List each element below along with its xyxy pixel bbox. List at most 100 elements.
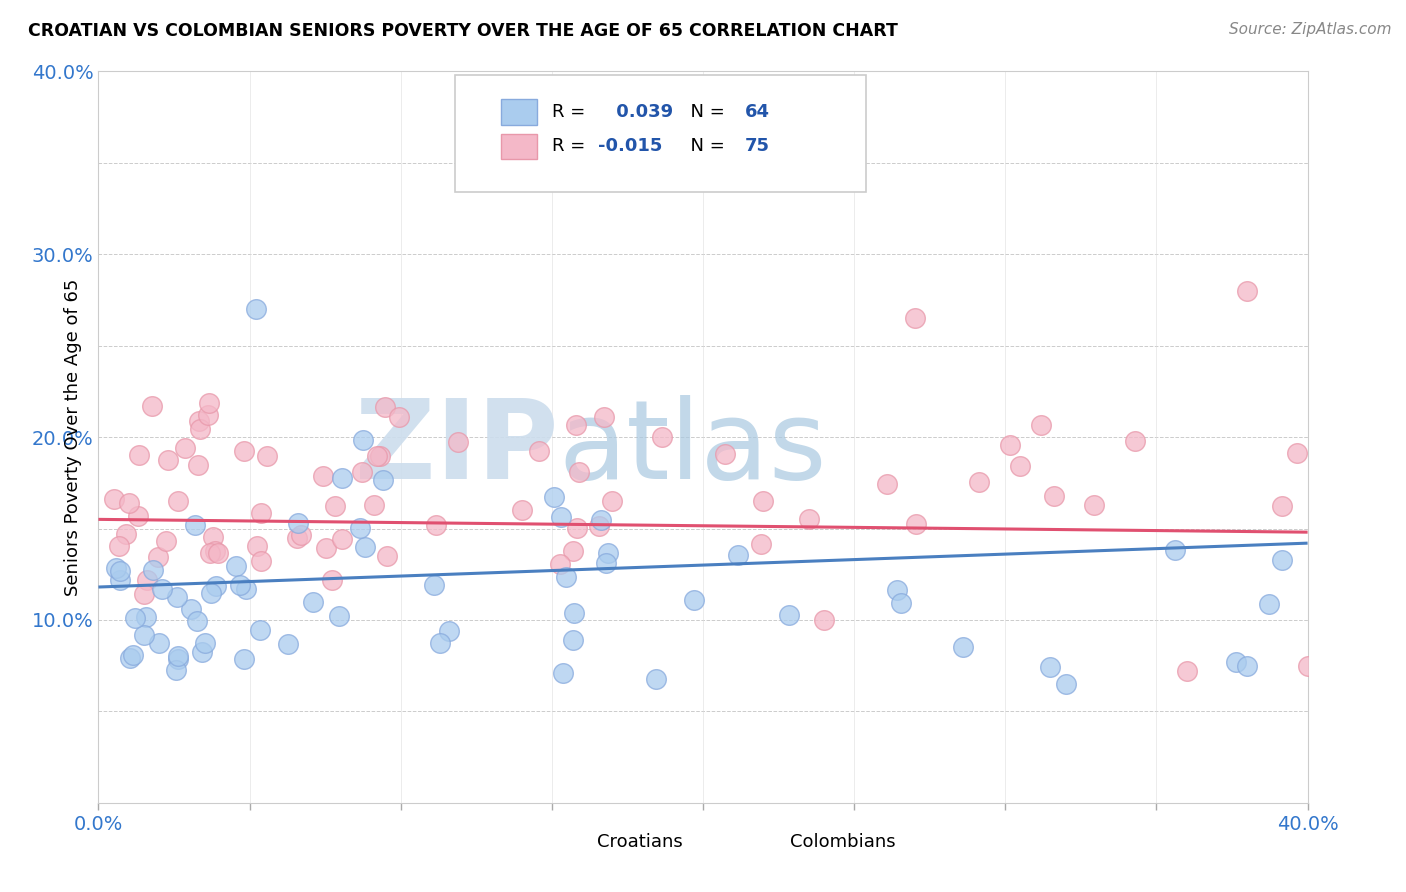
Point bbox=[363, 498, 385, 512]
Point bbox=[142, 564, 165, 578]
Point bbox=[1271, 553, 1294, 567]
Point bbox=[104, 561, 127, 575]
Text: N =: N = bbox=[679, 103, 730, 121]
Point bbox=[233, 651, 256, 665]
Point bbox=[229, 578, 252, 592]
Point bbox=[644, 672, 666, 686]
Text: CROATIAN VS COLOMBIAN SENIORS POVERTY OVER THE AGE OF 65 CORRELATION CHART: CROATIAN VS COLOMBIAN SENIORS POVERTY OV… bbox=[28, 22, 898, 40]
Point bbox=[103, 491, 125, 506]
Text: 0.039: 0.039 bbox=[610, 103, 672, 121]
Point bbox=[323, 499, 346, 513]
Point bbox=[118, 496, 141, 510]
Point bbox=[602, 494, 624, 508]
Point bbox=[290, 527, 312, 541]
Point bbox=[437, 624, 460, 638]
Point bbox=[207, 546, 229, 560]
Point bbox=[148, 636, 170, 650]
Point bbox=[550, 509, 572, 524]
Point bbox=[108, 539, 131, 553]
FancyBboxPatch shape bbox=[501, 99, 537, 125]
FancyBboxPatch shape bbox=[501, 134, 537, 159]
Y-axis label: Seniors Poverty Over the Age of 65: Seniors Poverty Over the Age of 65 bbox=[63, 278, 82, 596]
Point bbox=[245, 301, 267, 317]
Point bbox=[349, 520, 371, 534]
Point bbox=[714, 447, 737, 461]
Point bbox=[598, 546, 620, 560]
Point bbox=[876, 476, 898, 491]
Point bbox=[555, 570, 578, 584]
Point bbox=[1225, 656, 1247, 670]
Point bbox=[235, 582, 257, 597]
Text: -0.015: -0.015 bbox=[598, 137, 662, 155]
Point bbox=[150, 582, 173, 596]
Point bbox=[330, 470, 353, 484]
Point bbox=[167, 652, 190, 666]
Point bbox=[115, 526, 138, 541]
Point bbox=[429, 635, 451, 649]
Point bbox=[204, 544, 226, 558]
Point bbox=[232, 443, 254, 458]
Point bbox=[595, 556, 617, 570]
Point bbox=[141, 399, 163, 413]
Point bbox=[287, 531, 309, 545]
FancyBboxPatch shape bbox=[751, 828, 785, 855]
Point bbox=[592, 410, 614, 425]
Point bbox=[321, 573, 343, 587]
Point bbox=[200, 586, 222, 600]
Point bbox=[135, 610, 157, 624]
Point bbox=[197, 409, 219, 423]
Text: R =: R = bbox=[551, 103, 591, 121]
Point bbox=[256, 449, 278, 463]
Point bbox=[188, 421, 211, 435]
Point bbox=[447, 435, 470, 450]
Point bbox=[173, 442, 195, 456]
Point bbox=[1043, 490, 1066, 504]
Point bbox=[110, 564, 132, 578]
Point bbox=[194, 635, 217, 649]
Point bbox=[330, 532, 353, 546]
Point bbox=[121, 648, 143, 662]
Point bbox=[366, 449, 388, 463]
Point bbox=[1296, 658, 1319, 673]
Text: N =: N = bbox=[679, 137, 730, 155]
Point bbox=[312, 468, 335, 483]
Point bbox=[1163, 542, 1185, 557]
Point bbox=[676, 120, 699, 134]
Point bbox=[778, 607, 800, 622]
Point bbox=[155, 534, 177, 549]
Point bbox=[250, 506, 273, 520]
Point bbox=[952, 640, 974, 655]
Point bbox=[904, 517, 927, 532]
Point bbox=[1039, 659, 1062, 673]
Point bbox=[352, 433, 374, 447]
Text: R =: R = bbox=[551, 137, 591, 155]
Point bbox=[752, 494, 775, 508]
Point bbox=[124, 611, 146, 625]
Point bbox=[1083, 498, 1105, 512]
Point bbox=[188, 414, 211, 428]
Point bbox=[146, 549, 169, 564]
Point bbox=[328, 609, 350, 624]
Point bbox=[553, 666, 575, 681]
FancyBboxPatch shape bbox=[456, 75, 866, 192]
Point bbox=[425, 517, 447, 532]
Point bbox=[354, 540, 377, 554]
Point bbox=[591, 513, 613, 527]
Point bbox=[998, 438, 1021, 452]
Point bbox=[1257, 597, 1279, 611]
Text: Colombians: Colombians bbox=[790, 832, 896, 851]
Text: Croatians: Croatians bbox=[596, 832, 682, 851]
Point bbox=[302, 595, 325, 609]
Text: ZIP: ZIP bbox=[354, 394, 558, 501]
Point bbox=[374, 400, 396, 414]
Point bbox=[562, 606, 585, 620]
Point bbox=[543, 490, 565, 504]
Point bbox=[350, 465, 373, 479]
Point bbox=[157, 453, 180, 467]
Point bbox=[904, 311, 927, 326]
Point bbox=[204, 579, 226, 593]
Point bbox=[548, 557, 571, 571]
Point bbox=[134, 627, 156, 641]
Point bbox=[1236, 284, 1258, 298]
Text: atlas: atlas bbox=[558, 394, 827, 501]
